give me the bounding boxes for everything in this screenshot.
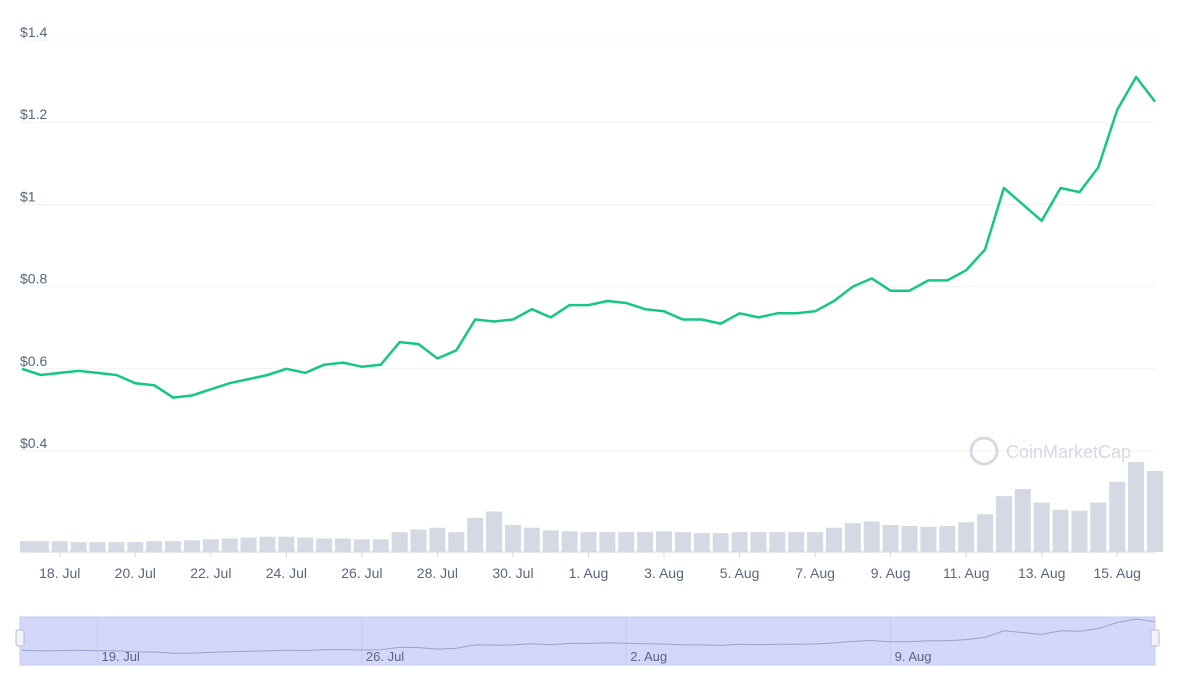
volume-bar [467, 517, 484, 552]
volume-bar [599, 532, 616, 552]
y-tick-label: $0.8 [20, 271, 47, 287]
volume-bar [674, 532, 691, 552]
volume-bar [561, 531, 578, 552]
volume-bar [259, 536, 276, 552]
navigator-label: 19. Jul [102, 649, 140, 664]
volume-bar [844, 523, 861, 552]
x-tick-label: 22. Jul [190, 565, 231, 581]
x-tick-label: 30. Jul [492, 565, 533, 581]
volume-bar [712, 533, 729, 552]
volume-bar [70, 542, 87, 552]
y-tick-label: $1 [20, 188, 36, 204]
volume-bar [486, 511, 503, 552]
volume-bar [523, 527, 540, 552]
volume-bar [183, 540, 200, 552]
navigator-label: 9. Aug [895, 649, 932, 664]
volume-bar [995, 496, 1012, 552]
volume-bar [32, 541, 49, 552]
navigator-line [21, 618, 1156, 654]
volume-bar [410, 529, 427, 552]
volume-bar [202, 539, 219, 552]
volume-bar [20, 541, 37, 552]
volume-bar [391, 532, 408, 552]
x-tick-label: 5. Aug [720, 565, 760, 581]
y-tick-label: $0.6 [20, 353, 47, 369]
volume-bar [863, 521, 880, 552]
volume-bar [165, 541, 182, 552]
watermark: CoinMarketCap [969, 436, 1131, 466]
volume-bar [1014, 489, 1031, 552]
volume-bar [769, 532, 786, 552]
watermark-logo [969, 436, 999, 466]
volume-bar [656, 531, 673, 552]
x-tick-label: 11. Aug [943, 565, 989, 581]
volume-bar [316, 538, 333, 552]
volume-bar [1146, 471, 1164, 552]
volume-bar [1109, 481, 1126, 552]
x-tick-label: 18. Jul [39, 565, 80, 581]
x-tick-label: 9. Aug [871, 565, 911, 581]
volume-bar [788, 532, 805, 552]
volume-bar [353, 539, 370, 552]
volume-bar [240, 537, 257, 552]
watermark-text: CoinMarketCap [1006, 442, 1131, 462]
volume-bar [807, 532, 824, 552]
x-tick-label: 3. Aug [644, 565, 684, 581]
y-tick-label: $1.2 [20, 106, 47, 122]
x-tick-label: 1. Aug [569, 565, 609, 581]
volume-bar [334, 538, 352, 552]
navigator-label: 2. Aug [630, 649, 667, 664]
x-tick-label: 13. Aug [1018, 565, 1066, 581]
price-line [21, 75, 1156, 399]
volume-bar [448, 532, 465, 552]
volume-bar [637, 532, 654, 552]
volume-bar [920, 526, 937, 552]
volume-bar [504, 525, 521, 552]
x-tick-label: 20. Jul [115, 565, 156, 581]
x-tick-label: 15. Aug [1093, 565, 1141, 581]
volume-bar [146, 541, 163, 552]
volume-bar [429, 527, 446, 552]
volume-bar [580, 532, 597, 552]
y-tick-label: $1.4 [20, 24, 47, 40]
volume-bar [297, 537, 314, 552]
volume-bar [127, 542, 144, 552]
x-tick-label: 28. Jul [417, 565, 458, 581]
navigator-handle[interactable] [15, 629, 25, 647]
volume-bar [977, 514, 994, 552]
x-tick-label: 7. Aug [795, 565, 835, 581]
volume-bar [51, 541, 68, 552]
volume-bar [1128, 462, 1145, 552]
x-tick-label: 26. Jul [341, 565, 382, 581]
x-tick-label: 24. Jul [266, 565, 307, 581]
volume-bar [750, 532, 767, 552]
volume-bar [89, 542, 106, 552]
volume-bar [221, 538, 238, 552]
volume-bar [1033, 502, 1050, 552]
volume-bar [618, 532, 635, 552]
volume-bar [958, 522, 975, 552]
volume-bar [939, 525, 956, 552]
navigator-label: 26. Jul [366, 649, 404, 664]
volume-bar [278, 536, 295, 552]
volume-bar [731, 532, 748, 552]
y-tick-label: $0.4 [20, 435, 47, 451]
volume-bar [825, 527, 843, 552]
volume-bar [693, 533, 710, 552]
volume-bar [542, 530, 559, 552]
volume-bar [372, 539, 389, 552]
navigator: 19. Jul 26. Jul 2. Aug 9. Aug [15, 616, 1160, 666]
navigator-window [19, 616, 1156, 666]
volume-bar [1090, 502, 1107, 552]
volume-bar [882, 525, 899, 552]
volume-bar [108, 542, 125, 552]
volume-bar [1071, 510, 1088, 552]
navigator-handle[interactable] [1150, 629, 1160, 647]
volume-bar [1052, 509, 1069, 552]
volume-bar [901, 525, 918, 552]
